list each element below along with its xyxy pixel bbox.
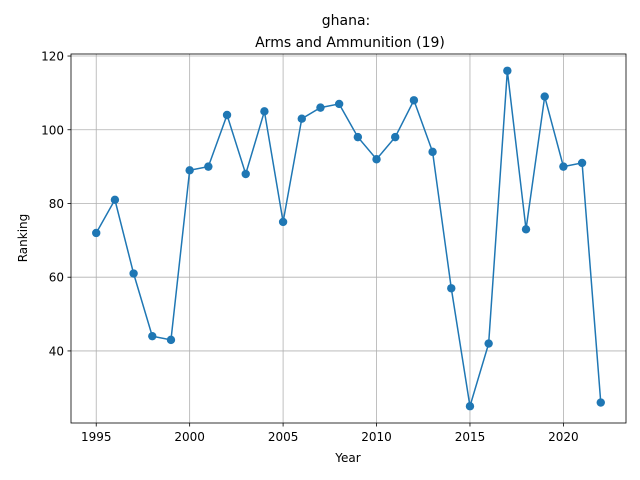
x-axis: 1995 2000 2005 2010 2015 2020 — [81, 423, 579, 444]
x-axis-label: Year — [334, 451, 360, 465]
data-point — [297, 114, 306, 123]
data-point — [447, 284, 456, 293]
data-point — [540, 92, 549, 101]
data-point — [484, 339, 493, 348]
data-point — [596, 398, 605, 407]
data-point — [409, 96, 419, 105]
data-point — [278, 217, 288, 227]
x-tick-label: 2000 — [174, 430, 205, 444]
grid — [71, 54, 626, 423]
data-point — [185, 166, 194, 175]
plot-series — [92, 66, 605, 411]
y-tick-label: 100 — [41, 123, 64, 137]
y-axis-label: Ranking — [16, 214, 30, 263]
data-point — [316, 103, 325, 112]
data-point — [129, 269, 138, 278]
data-point — [465, 402, 475, 411]
x-tick-label: 1995 — [81, 430, 112, 444]
data-point — [559, 162, 568, 171]
x-tick-label: 2020 — [548, 430, 579, 444]
data-point — [372, 155, 381, 164]
x-tick-label: 2010 — [361, 430, 392, 444]
plot-frame — [70, 53, 627, 424]
data-point — [92, 228, 101, 238]
y-axis: 40 60 80 100 120 — [41, 50, 71, 358]
data-point — [428, 147, 437, 157]
y-tick-label: 120 — [41, 50, 64, 64]
x-tick-label: 2005 — [268, 430, 299, 444]
data-point — [241, 169, 250, 179]
data-point — [222, 110, 232, 120]
data-point — [148, 331, 157, 341]
data-point — [334, 99, 344, 109]
y-tick-label: 60 — [49, 271, 64, 285]
series-line — [95, 70, 602, 407]
data-point — [391, 132, 400, 142]
chart-title-line2: Arms and Ammunition (19) — [255, 35, 445, 51]
y-tick-label: 80 — [49, 197, 64, 211]
data-point — [577, 158, 587, 168]
data-point — [204, 162, 213, 171]
x-tick-label: 2015 — [455, 430, 486, 444]
data-point — [110, 195, 120, 204]
data-point — [260, 107, 269, 116]
data-point — [166, 335, 176, 345]
data-point — [521, 225, 531, 234]
chart-title-line1: ghana: — [322, 13, 371, 29]
data-point — [503, 66, 512, 75]
y-tick-label: 40 — [49, 344, 64, 358]
data-point — [353, 132, 363, 142]
